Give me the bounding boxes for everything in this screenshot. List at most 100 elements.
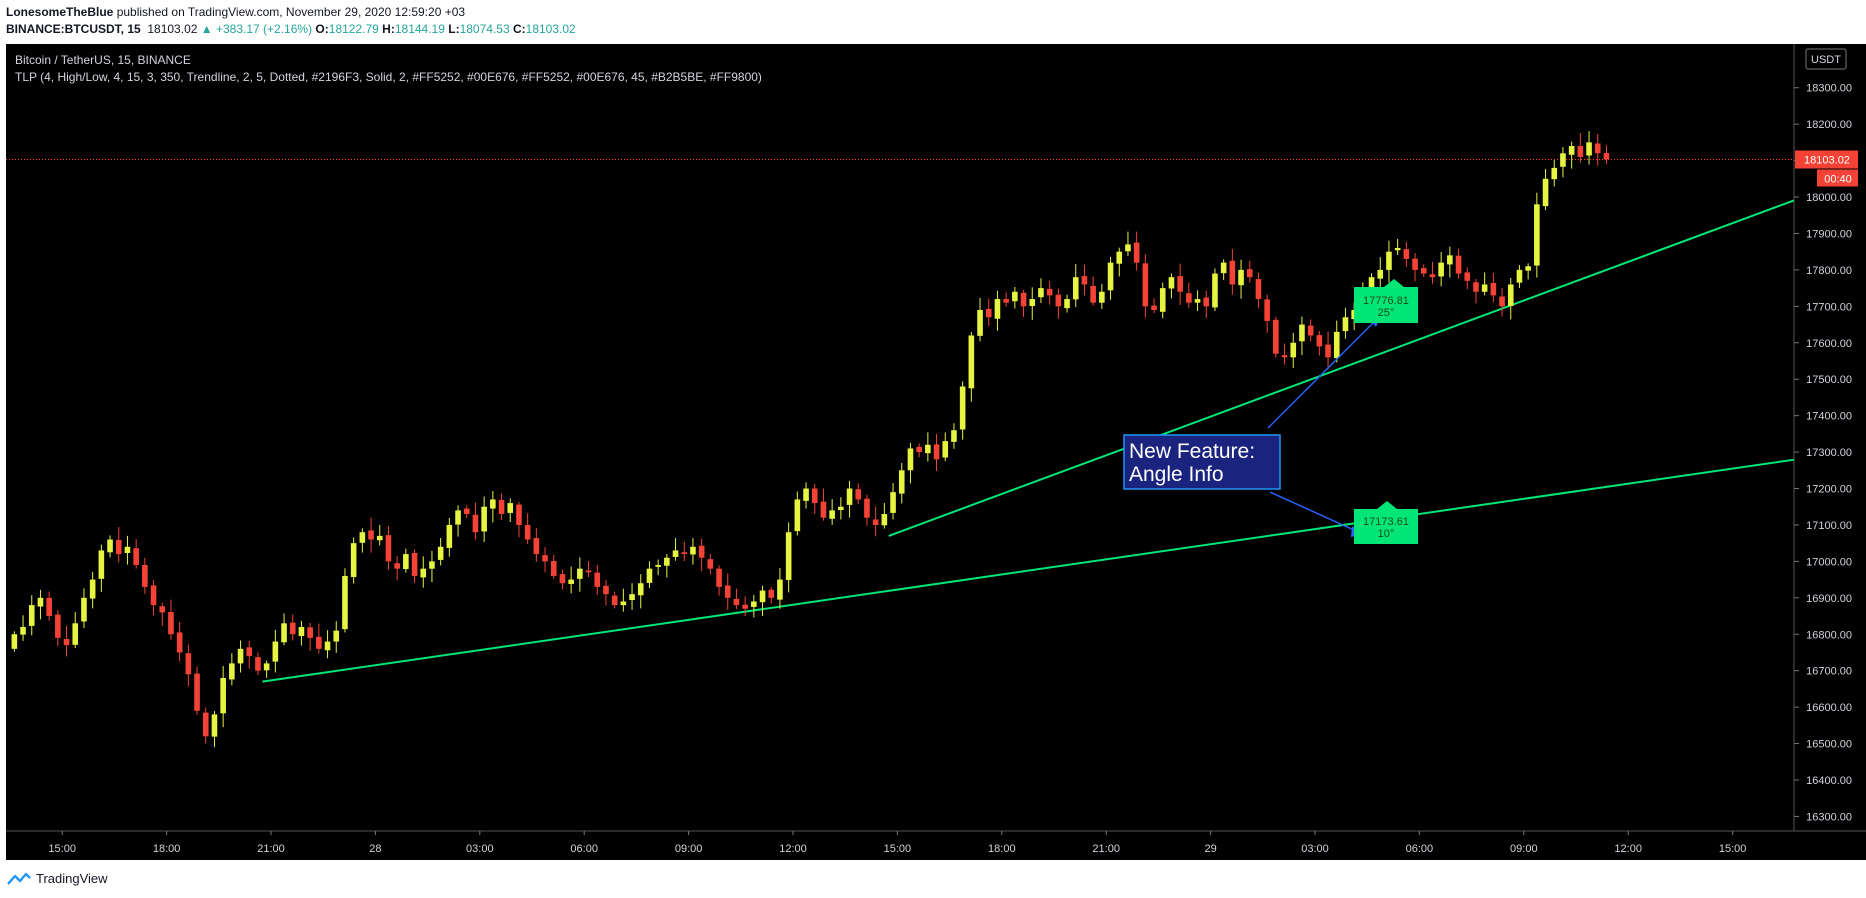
candle-body [1246, 269, 1253, 278]
candle-body [542, 555, 548, 562]
candle-body [368, 530, 374, 540]
candle-body [1133, 242, 1140, 263]
candle-body [1081, 276, 1088, 285]
candle-body [985, 308, 992, 318]
y-tick-label: 18200.00 [1806, 119, 1852, 131]
c-label: C: [512, 22, 526, 36]
candle-body [1290, 342, 1297, 358]
candle-body [133, 548, 139, 566]
candle-body [1464, 272, 1471, 281]
y-tick-label: 16500.00 [1806, 739, 1852, 751]
candle-body [524, 524, 531, 540]
x-tick-label: 12:00 [779, 843, 807, 855]
candle-body [1342, 317, 1349, 332]
y-tick-label: 16800.00 [1806, 629, 1852, 641]
candle-body [1151, 305, 1157, 310]
candle-body [1507, 284, 1514, 306]
candle-body [463, 508, 470, 515]
candle-body [72, 623, 79, 645]
candle-body [420, 568, 427, 578]
candle-body [20, 626, 26, 635]
candle-body [429, 561, 435, 569]
currency-button[interactable] [1805, 48, 1847, 70]
candle-body [272, 641, 279, 662]
trendlines[interactable] [262, 199, 1795, 683]
candle-body [63, 638, 70, 646]
candle-body [202, 712, 209, 737]
last-price-badge [1795, 150, 1858, 169]
candle-body [881, 514, 888, 526]
candle-body [1046, 288, 1053, 296]
candle-body [1316, 335, 1323, 347]
candle-body [1403, 249, 1410, 259]
y-tick-label: 16600.00 [1806, 702, 1852, 714]
candle-body [1481, 284, 1488, 292]
candle-body [1125, 244, 1131, 252]
candle-body [229, 663, 235, 680]
angle-label-25[interactable]: 17776.81 25° [1354, 279, 1418, 323]
l-value: 18074.53 [459, 22, 510, 36]
label-price: 17173.61 [1363, 516, 1409, 528]
candle-body [37, 597, 44, 607]
candle-body [1003, 299, 1009, 303]
candle-body [664, 557, 670, 566]
legend-title: Bitcoin / TetherUS, 15, BINANCE [15, 53, 191, 67]
candle-body [446, 524, 453, 548]
candle-body [864, 498, 870, 518]
candle-body [759, 590, 766, 603]
h-value: 18144.19 [394, 22, 445, 36]
candle-body [794, 499, 801, 532]
candle-body [594, 572, 601, 587]
candle-body [472, 514, 479, 533]
x-tick-label: 09:00 [1510, 843, 1538, 855]
candle-body [1516, 269, 1523, 283]
x-tick-label: 28 [369, 843, 381, 855]
candle-body [376, 535, 383, 541]
y-tick-label: 17100.00 [1806, 520, 1852, 532]
currency-label: USDT [1811, 54, 1841, 66]
label-angle: 10° [1378, 528, 1395, 540]
ohlc-header: BINANCE:BTCUSDT, 15 18103.02 ▲ +383.17 (… [6, 22, 576, 36]
candle-body [568, 579, 574, 584]
symbol: BINANCE:BTCUSDT, 15 [6, 22, 141, 36]
candle-body [1107, 262, 1114, 291]
candle-body [1568, 146, 1575, 155]
time-scale[interactable] [6, 831, 1866, 860]
x-tick-label: 21:00 [1092, 843, 1120, 855]
y-tick-label: 17900.00 [1806, 228, 1852, 240]
new-feature-note[interactable]: New Feature: Angle Info [1123, 434, 1281, 490]
y-tick-label: 16300.00 [1806, 811, 1852, 823]
angle-label-10[interactable]: 17173.61 10° [1354, 501, 1418, 544]
candle-body [185, 653, 192, 675]
candle-body [1551, 167, 1558, 180]
candle-body [1594, 143, 1601, 154]
candle-body [942, 441, 949, 458]
y-tick-label: 17500.00 [1806, 374, 1852, 386]
candle-body [1455, 255, 1462, 274]
candle-body [890, 492, 896, 513]
candle-body [1412, 258, 1418, 270]
chart-background[interactable] [6, 44, 1794, 831]
published-text: published on TradingView.com, November 2… [116, 5, 466, 19]
x-tick-label: 03:00 [1301, 843, 1329, 855]
candle-body [55, 614, 61, 638]
candle-body [1525, 266, 1531, 271]
y-tick-label: 17800.00 [1806, 265, 1852, 277]
indicator-legend[interactable]: TLP (4, High/Low, 4, 15, 3, 350, Trendli… [15, 70, 762, 84]
author-name[interactable]: LonesomeTheBlue [6, 5, 114, 19]
candle-body [1534, 204, 1540, 266]
candle-body [681, 552, 688, 555]
candle-body [437, 546, 444, 560]
candle-body [777, 579, 783, 600]
candle-body [1490, 283, 1497, 296]
candle-body [1333, 331, 1340, 359]
brand-name[interactable]: TradingView [36, 871, 108, 886]
candle-body [507, 503, 514, 513]
candle-body [733, 598, 740, 606]
candle-body [646, 568, 653, 583]
label-price: 17776.81 [1363, 295, 1409, 307]
candle-body [637, 583, 644, 596]
candle-body [498, 499, 505, 515]
candle-body [1560, 153, 1566, 167]
